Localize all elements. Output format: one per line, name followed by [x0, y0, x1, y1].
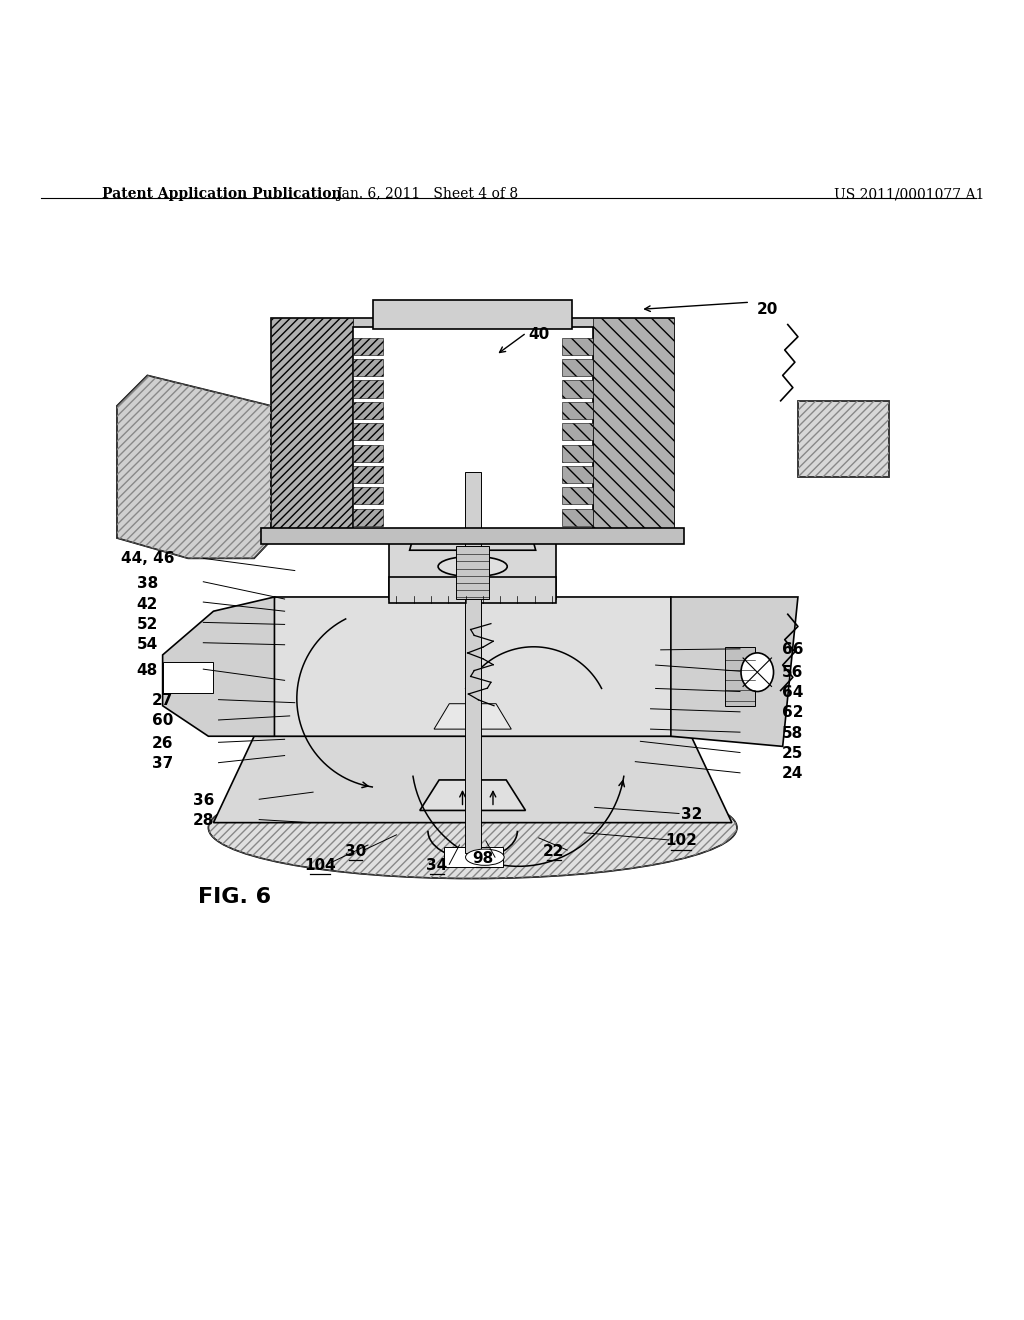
- Polygon shape: [434, 704, 511, 729]
- Bar: [389, 577, 556, 603]
- Text: 62: 62: [782, 705, 804, 721]
- Polygon shape: [213, 737, 732, 822]
- Polygon shape: [352, 445, 383, 462]
- Text: 24: 24: [782, 767, 804, 781]
- Polygon shape: [671, 597, 798, 746]
- Polygon shape: [352, 359, 383, 376]
- Polygon shape: [562, 359, 593, 376]
- Text: Jan. 6, 2011   Sheet 4 of 8: Jan. 6, 2011 Sheet 4 of 8: [336, 187, 518, 202]
- Text: 42: 42: [136, 597, 158, 611]
- Text: 58: 58: [782, 726, 804, 741]
- Polygon shape: [352, 401, 383, 418]
- Polygon shape: [562, 401, 593, 418]
- Polygon shape: [562, 487, 593, 504]
- Polygon shape: [352, 380, 383, 397]
- Text: FIG. 6: FIG. 6: [199, 887, 271, 907]
- Text: 36: 36: [193, 793, 214, 808]
- Text: 48: 48: [137, 663, 158, 677]
- Text: 27: 27: [152, 693, 173, 708]
- Ellipse shape: [466, 849, 504, 866]
- Text: 20: 20: [757, 302, 778, 317]
- Polygon shape: [420, 780, 525, 810]
- Polygon shape: [410, 528, 536, 550]
- Text: 66: 66: [782, 643, 804, 657]
- Ellipse shape: [208, 777, 737, 879]
- Text: 54: 54: [137, 638, 158, 652]
- Polygon shape: [163, 597, 274, 737]
- Text: 98: 98: [472, 850, 494, 866]
- Polygon shape: [562, 466, 593, 483]
- Polygon shape: [163, 663, 213, 693]
- Bar: [798, 401, 890, 477]
- Text: 38: 38: [137, 577, 158, 591]
- Text: 102: 102: [666, 833, 697, 849]
- Bar: [798, 401, 890, 477]
- Ellipse shape: [438, 556, 507, 577]
- Bar: [725, 647, 756, 706]
- Text: 25: 25: [782, 746, 804, 762]
- Polygon shape: [352, 466, 383, 483]
- Bar: [444, 847, 503, 867]
- Polygon shape: [271, 318, 352, 540]
- Polygon shape: [352, 424, 383, 441]
- Text: 26: 26: [152, 735, 173, 751]
- Text: 44, 46: 44, 46: [121, 550, 174, 566]
- Text: 64: 64: [782, 685, 804, 700]
- Text: 52: 52: [136, 616, 158, 632]
- Text: 22: 22: [543, 843, 564, 858]
- Bar: [465, 473, 481, 853]
- Bar: [389, 539, 556, 599]
- Polygon shape: [562, 424, 593, 441]
- Text: 34: 34: [426, 858, 447, 873]
- Polygon shape: [562, 380, 593, 397]
- Polygon shape: [562, 445, 593, 462]
- Polygon shape: [117, 375, 271, 558]
- Ellipse shape: [741, 653, 773, 692]
- Text: 30: 30: [345, 843, 367, 858]
- Polygon shape: [352, 487, 383, 504]
- Text: 37: 37: [152, 756, 173, 771]
- Polygon shape: [352, 508, 383, 525]
- Text: 32: 32: [681, 807, 701, 822]
- Polygon shape: [562, 338, 593, 355]
- Text: 60: 60: [152, 714, 173, 729]
- Bar: [261, 528, 684, 544]
- Text: US 2011/0001077 A1: US 2011/0001077 A1: [834, 187, 984, 202]
- Polygon shape: [259, 597, 686, 737]
- Text: 40: 40: [528, 327, 549, 342]
- Polygon shape: [352, 338, 383, 355]
- Polygon shape: [562, 508, 593, 525]
- Bar: [352, 326, 593, 529]
- Bar: [271, 318, 674, 540]
- Polygon shape: [593, 318, 674, 540]
- Text: Patent Application Publication: Patent Application Publication: [101, 187, 341, 202]
- Text: 104: 104: [304, 858, 336, 873]
- Bar: [373, 300, 572, 329]
- Text: 56: 56: [782, 665, 804, 680]
- Bar: [457, 546, 488, 599]
- Text: 28: 28: [193, 813, 214, 828]
